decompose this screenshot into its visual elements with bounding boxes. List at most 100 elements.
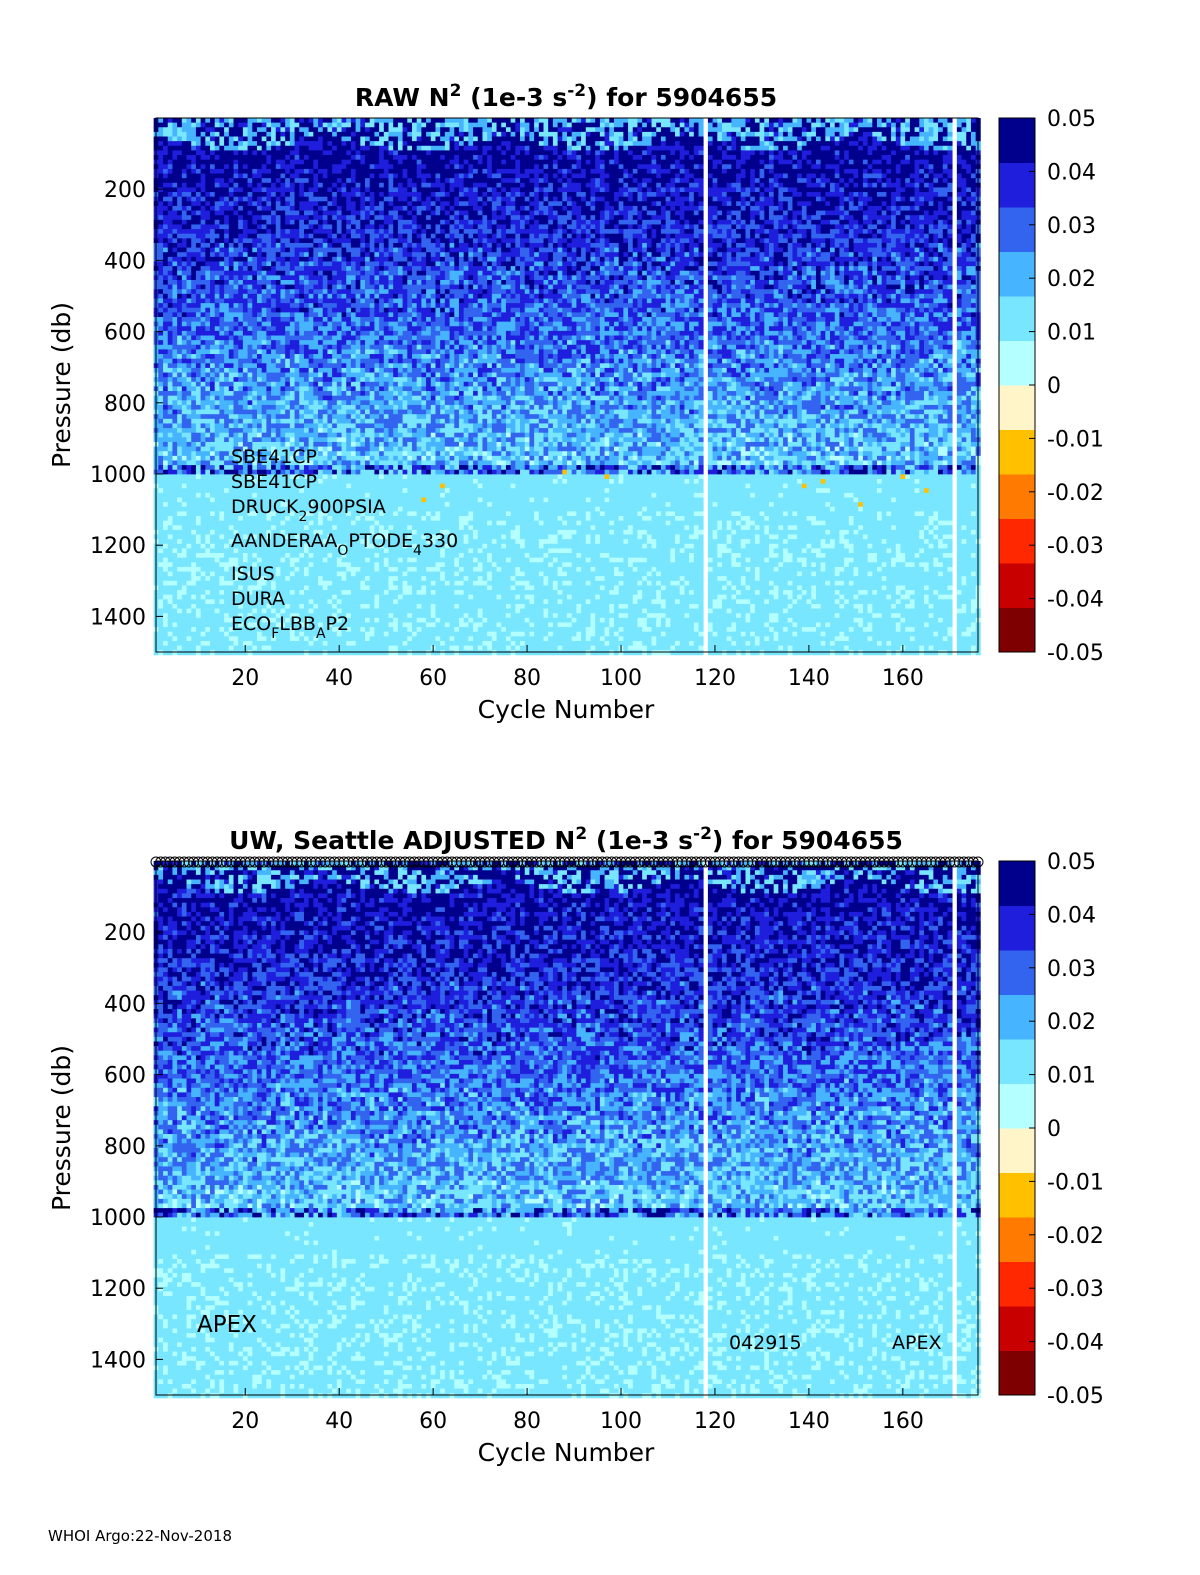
heatmap-cell xyxy=(196,317,201,322)
heatmap-cell xyxy=(187,174,192,179)
heatmap-cell xyxy=(187,386,192,391)
heatmap-cell xyxy=(182,622,187,627)
heatmap-cell xyxy=(168,622,173,627)
heatmap-cell xyxy=(172,377,177,382)
heatmap-cell xyxy=(177,581,182,586)
heatmap-cell xyxy=(158,183,163,188)
heatmap-cell xyxy=(191,192,196,197)
heatmap-cell xyxy=(168,525,173,530)
heatmap-cell xyxy=(182,345,187,350)
heatmap-cell xyxy=(158,646,163,651)
heatmap-cell xyxy=(196,354,201,359)
heatmap-cell xyxy=(191,530,196,535)
heatmap-cell xyxy=(182,632,187,637)
heatmap-cell xyxy=(172,470,177,475)
heatmap-cell xyxy=(187,465,192,470)
heatmap-cell xyxy=(177,160,182,165)
heatmap-cell xyxy=(177,285,182,290)
heatmap-cell xyxy=(187,548,192,553)
heatmap-cell xyxy=(182,137,187,142)
heatmap-cell xyxy=(163,479,168,484)
heatmap-cell xyxy=(168,382,173,387)
heatmap-cell xyxy=(191,146,196,151)
heatmap-cell xyxy=(177,169,182,174)
heatmap-cell xyxy=(191,539,196,544)
heatmap-cell xyxy=(196,150,201,155)
heatmap-cell xyxy=(158,271,163,276)
heatmap-cell xyxy=(172,414,177,419)
heatmap-cell xyxy=(158,266,163,271)
heatmap-cell xyxy=(187,192,192,197)
heatmap-cell xyxy=(172,215,177,220)
heatmap-cell xyxy=(182,525,187,530)
heatmap-cell xyxy=(172,419,177,424)
heatmap-cell xyxy=(168,192,173,197)
heatmap-cell xyxy=(182,336,187,341)
heatmap-cell xyxy=(191,498,196,503)
heatmap-cell xyxy=(191,127,196,132)
heatmap-cell xyxy=(158,146,163,151)
heatmap-cell xyxy=(172,243,177,248)
heatmap-cell xyxy=(163,252,168,257)
heatmap-cell xyxy=(158,410,163,415)
heatmap-cell xyxy=(158,521,163,526)
heatmap-cell xyxy=(196,183,201,188)
heatmap-cell xyxy=(168,326,173,331)
heatmap-cell xyxy=(196,215,201,220)
heatmap-cell xyxy=(196,197,201,202)
heatmap-cell xyxy=(172,572,177,577)
heatmap-cell xyxy=(196,530,201,535)
heatmap-cell xyxy=(163,336,168,341)
heatmap-cell xyxy=(158,340,163,345)
heatmap-cell xyxy=(182,146,187,151)
heatmap-cell xyxy=(196,174,201,179)
heatmap-cell xyxy=(163,535,168,540)
heatmap-cell xyxy=(168,345,173,350)
heatmap-cell xyxy=(172,618,177,623)
heatmap-cell xyxy=(172,229,177,234)
heatmap-cell xyxy=(168,141,173,146)
heatmap-cell xyxy=(158,442,163,447)
heatmap-cell xyxy=(191,275,196,280)
heatmap-cell xyxy=(187,331,192,336)
heatmap-cell xyxy=(163,178,168,183)
heatmap-cell xyxy=(182,261,187,266)
heatmap-cell xyxy=(187,414,192,419)
heatmap-cell xyxy=(191,419,196,424)
heatmap-cell xyxy=(168,553,173,558)
raw-title: RAW N2 (1e-3 s-2) for 5904655 xyxy=(355,81,777,112)
heatmap-cell xyxy=(177,201,182,206)
heatmap-cell xyxy=(177,354,182,359)
heatmap-cell xyxy=(168,308,173,313)
heatmap-cell xyxy=(172,479,177,484)
heatmap-cell xyxy=(158,516,163,521)
heatmap-cell xyxy=(177,525,182,530)
heatmap-cell xyxy=(182,248,187,253)
heatmap-cell xyxy=(191,336,196,341)
heatmap-cell xyxy=(191,507,196,512)
heatmap-cell xyxy=(187,127,192,132)
heatmap-cell xyxy=(196,516,201,521)
heatmap-cell xyxy=(182,234,187,239)
heatmap-cell xyxy=(172,447,177,452)
heatmap-cell xyxy=(196,201,201,206)
heatmap-cell xyxy=(158,354,163,359)
heatmap-cell xyxy=(158,525,163,530)
heatmap-cell xyxy=(187,234,192,239)
heatmap-cell xyxy=(168,590,173,595)
heatmap-cell xyxy=(191,248,196,253)
heatmap-cell xyxy=(177,530,182,535)
heatmap-cell xyxy=(191,354,196,359)
heatmap-cell xyxy=(182,201,187,206)
heatmap-cell xyxy=(158,174,163,179)
heatmap-cell xyxy=(163,326,168,331)
heatmap-cell xyxy=(177,123,182,128)
heatmap-cell xyxy=(182,484,187,489)
heatmap-cell xyxy=(168,507,173,512)
heatmap-cell xyxy=(182,349,187,354)
heatmap-cell xyxy=(168,368,173,373)
heatmap-cell xyxy=(187,373,192,378)
heatmap-cell xyxy=(163,294,168,299)
heatmap-cell xyxy=(168,484,173,489)
heatmap-cell xyxy=(187,382,192,387)
